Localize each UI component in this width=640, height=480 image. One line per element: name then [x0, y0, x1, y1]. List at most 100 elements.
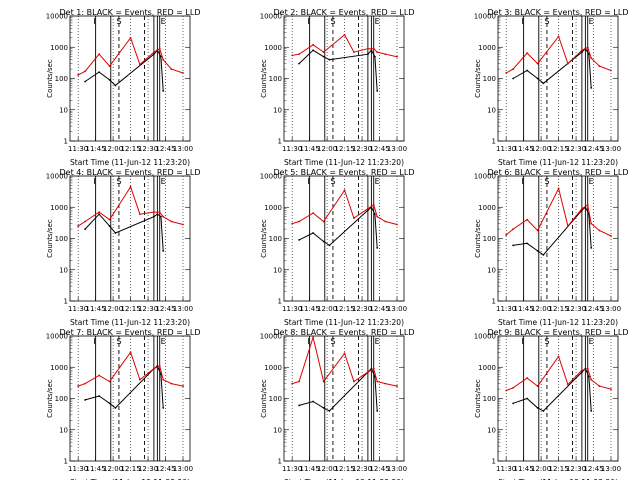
- x-tick-label: 12:00: [317, 465, 337, 473]
- detector-panel-4: Det 4: BLACK = Events, RED = LLD Start Ti…: [46, 168, 201, 327]
- plot-frame: [497, 15, 619, 142]
- lld-data-point: [376, 51, 379, 53]
- lld-data-point: [526, 218, 529, 221]
- marker-label-e: E: [375, 17, 380, 26]
- lld-data-point: [586, 46, 589, 49]
- y-tick-label: 10: [487, 426, 496, 434]
- lld-data-point: [557, 35, 560, 38]
- lld-data-point: [84, 382, 87, 385]
- events-data-point: [312, 232, 315, 234]
- lld-data-point: [590, 378, 593, 381]
- lld-data-point: [598, 65, 601, 67]
- events-data-point: [376, 410, 379, 412]
- events-data-point: [322, 407, 325, 409]
- x-tick-label: 12:30: [566, 145, 586, 153]
- marker-label-i: I: [521, 337, 523, 346]
- marker-label-e: E: [375, 337, 380, 346]
- events-data-point: [590, 410, 593, 412]
- events-data-point: [328, 410, 331, 412]
- lld-data-point: [182, 385, 184, 387]
- events-series-line: [512, 367, 592, 412]
- x-tick-label: 12:45: [155, 145, 175, 153]
- events-series-line: [84, 213, 164, 251]
- events-data-point: [512, 402, 515, 405]
- x-tick-label: 12:30: [138, 465, 158, 473]
- lld-data-point: [291, 222, 294, 225]
- y-tick-label: 10: [59, 106, 68, 114]
- x-tick-label: 12:00: [317, 305, 337, 313]
- x-axis-label: Start Time (11-Jun-12 11:23:20): [498, 158, 618, 167]
- events-data-point: [162, 250, 165, 252]
- y-axis-label: Counts/sec: [474, 219, 482, 258]
- lld-data-point: [526, 377, 529, 379]
- lld-data-point: [372, 47, 375, 50]
- x-tick-label: 13:00: [601, 305, 621, 313]
- events-data-point: [536, 250, 539, 252]
- panel-title: Det 6: BLACK = Events, RED = LLD: [488, 168, 629, 177]
- x-tick-label: 13:00: [173, 305, 193, 313]
- events-data-point: [108, 225, 111, 227]
- y-tick-label: 10000: [260, 173, 282, 181]
- lld-series-line: [506, 355, 612, 391]
- y-tick-label: 1: [64, 458, 68, 466]
- events-data-point: [162, 90, 165, 92]
- x-tick-label: 13:00: [601, 465, 621, 473]
- x-tick-label: 12:45: [583, 465, 603, 473]
- lld-data-point: [312, 212, 315, 214]
- lld-data-point: [580, 369, 583, 372]
- lld-data-point: [322, 380, 325, 383]
- y-axis-label: Counts/sec: [260, 59, 268, 98]
- lld-data-point: [108, 65, 111, 67]
- marker-label-e: E: [589, 177, 594, 186]
- x-axis-label: Start Time (11-Jun-12 11:23:20): [70, 318, 190, 327]
- marker-label-s: S: [544, 337, 549, 346]
- lld-data-point: [567, 62, 569, 65]
- events-series-line: [513, 206, 592, 256]
- events-data-point: [162, 407, 165, 409]
- lld-data-point: [98, 211, 101, 213]
- x-tick-label: 11:30: [282, 145, 302, 153]
- events-data-point: [370, 49, 373, 52]
- lld-data-point: [108, 218, 111, 221]
- y-tick-label: 1000: [50, 364, 68, 372]
- events-data-point: [322, 240, 325, 243]
- y-tick-label: 10000: [46, 333, 68, 341]
- lld-data-point: [182, 72, 184, 74]
- y-tick-label: 10: [273, 266, 282, 274]
- x-tick-label: 11:30: [496, 145, 516, 153]
- y-tick-label: 100: [483, 395, 496, 403]
- marker-label-e: E: [375, 177, 380, 186]
- events-data-point: [512, 244, 515, 247]
- y-tick-label: 100: [55, 395, 68, 403]
- lld-data-point: [610, 388, 612, 390]
- lld-data-point: [372, 367, 375, 370]
- x-tick-label: 12:00: [317, 145, 337, 153]
- y-tick-label: 1000: [50, 44, 68, 52]
- y-tick-label: 100: [483, 75, 496, 83]
- lld-data-point: [610, 235, 612, 237]
- marker-label-i: I: [93, 177, 95, 186]
- lld-series-line: [292, 189, 398, 225]
- events-data-point: [312, 49, 315, 52]
- events-data-point: [322, 55, 325, 58]
- x-tick-label: 11:45: [514, 305, 534, 313]
- lld-data-point: [384, 220, 387, 223]
- marker-label-e: E: [589, 337, 594, 346]
- detector-panel-2: Det 2: BLACK = Events, RED = LLD Start Ti…: [260, 8, 415, 167]
- x-tick-label: 12:45: [155, 305, 175, 313]
- y-tick-label: 10: [59, 266, 68, 274]
- events-data-point: [370, 367, 373, 370]
- events-data-point: [376, 90, 379, 92]
- lld-data-point: [353, 380, 355, 383]
- x-tick-label: 12:30: [566, 465, 586, 473]
- y-tick-label: 1: [492, 138, 496, 146]
- lld-data-point: [291, 54, 294, 57]
- x-tick-label: 11:30: [282, 305, 302, 313]
- marker-label-s: S: [116, 177, 121, 186]
- panel-title: Det 8: BLACK = Events, RED = LLD: [274, 328, 415, 337]
- lld-data-point: [162, 58, 165, 61]
- detector-panel-5: Det 5: BLACK = Events, RED = LLD Start Ti…: [260, 168, 415, 327]
- events-data-point: [542, 253, 545, 256]
- lld-data-point: [384, 382, 387, 385]
- y-axis-label: Counts/sec: [260, 379, 268, 418]
